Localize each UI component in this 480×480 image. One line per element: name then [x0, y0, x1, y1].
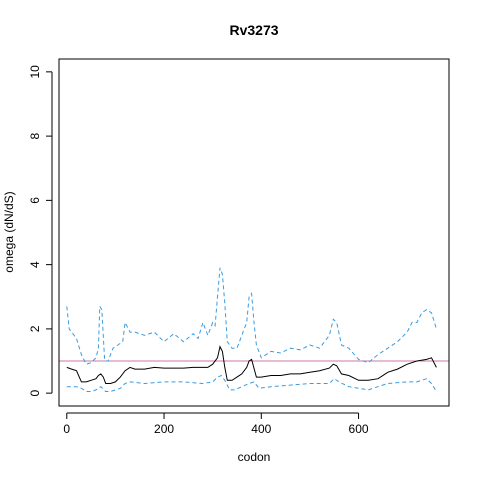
y-tick-label: 0 [28, 389, 42, 396]
series-line-0 [66, 345, 437, 384]
x-tick-label: 0 [63, 422, 70, 436]
y-axis-label: omega (dN/dS) [2, 191, 16, 272]
plot-layer: 0 200 400 600 0 2 4 6 8 10 [28, 65, 449, 436]
plot-frame [58, 58, 450, 407]
y-tick-label: 8 [28, 132, 42, 139]
y-tick-label: 10 [28, 65, 42, 79]
series-line-2 [66, 374, 437, 392]
y-tick-label: 6 [28, 197, 42, 204]
x-axis-label: codon [238, 450, 271, 464]
x-tick-label: 200 [154, 422, 174, 436]
series-line-1 [66, 267, 437, 365]
x-tick-label: 400 [251, 422, 271, 436]
y-tick-label: 4 [28, 261, 42, 268]
chart-title: Rv3273 [229, 22, 278, 38]
x-tick-label: 600 [349, 422, 369, 436]
y-tick-label: 2 [28, 325, 42, 332]
